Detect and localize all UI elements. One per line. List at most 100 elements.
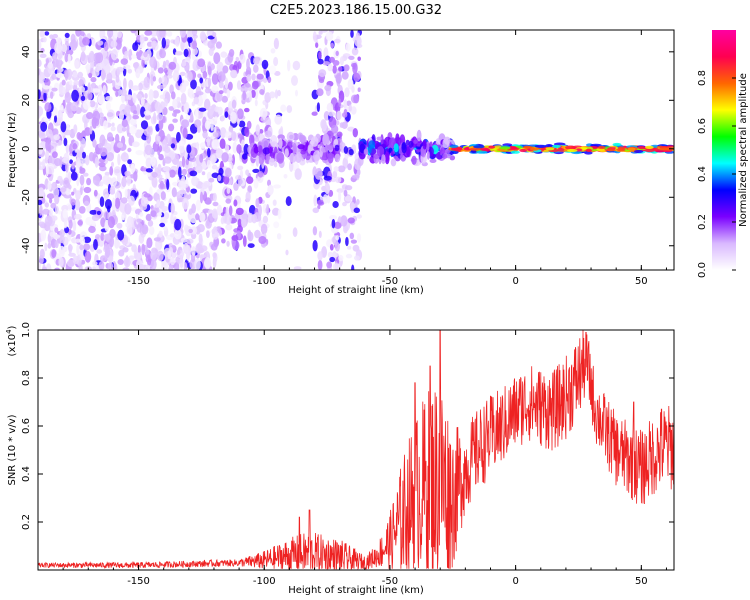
spectrogram-cell	[117, 229, 125, 241]
spectrogram-cell	[161, 76, 165, 83]
spectrogram-cell	[195, 213, 200, 221]
spectrogram-cell	[44, 31, 50, 36]
spectrogram-cell	[191, 30, 198, 37]
spectrogram-cell	[171, 187, 177, 198]
spectrogram-cell	[103, 41, 109, 52]
spectrogram-cell	[38, 199, 43, 206]
spectrogram-cell	[199, 142, 206, 149]
spectrogram-cell	[39, 53, 47, 58]
spectrogram-cell	[343, 64, 350, 72]
spectrogram-cell	[318, 30, 323, 35]
spectrogram-cell	[150, 250, 158, 261]
spectrogram-cell	[49, 197, 53, 204]
spectrogram-cell	[56, 37, 62, 44]
spectrogram-cell	[223, 213, 227, 224]
spectrogram-cell	[211, 208, 218, 219]
spectrogram-cell	[115, 39, 122, 50]
spectrogram-cell	[158, 30, 166, 38]
spectrogram-cell	[58, 210, 61, 215]
spectrogram-cell	[323, 175, 332, 181]
spectrogram-cell	[75, 157, 81, 168]
spectrogram-cell	[145, 168, 153, 173]
spectrogram-cell	[195, 199, 201, 211]
spectrogram-cell	[163, 226, 168, 231]
spectrogram-cell	[159, 49, 167, 59]
spectrogram-cell	[99, 147, 108, 157]
spectrogram-cell	[127, 147, 132, 153]
spectrogram-cell	[57, 175, 63, 182]
spectrogram-cell	[91, 38, 96, 47]
spectrogram-cell	[91, 214, 100, 222]
spectrogram-cell	[262, 77, 268, 83]
spectrogram-cell	[292, 142, 297, 155]
spectrogram-cell	[442, 153, 448, 159]
spectrogram-cell	[356, 233, 362, 243]
snr-scale-close: )	[7, 325, 18, 329]
spectrogram-cell	[145, 213, 152, 221]
spectrogram-cell	[634, 149, 644, 154]
spectrogram-cell	[179, 71, 186, 77]
spectrogram-cell	[267, 184, 274, 196]
spectrogram-cell	[65, 143, 70, 154]
spectrogram-cell	[79, 132, 87, 137]
spectrogram-cell	[47, 181, 52, 191]
spectrogram-cell	[141, 243, 146, 256]
spectrogram-y-tick-label: 0	[21, 146, 32, 152]
snr-plot-area	[38, 330, 674, 570]
spectrogram-cell	[252, 168, 260, 173]
spectrogram-cell	[169, 233, 176, 238]
spectrogram-cell	[77, 71, 84, 79]
spectrogram-cell	[273, 37, 279, 50]
spectrogram-cell	[237, 175, 242, 187]
spectrogram-cell	[158, 153, 164, 161]
spectrogram-cell	[215, 148, 224, 159]
spectrogram-cell	[293, 266, 302, 270]
spectrogram-cell	[104, 211, 109, 220]
spectrogram-cell	[249, 204, 256, 216]
spectrogram-cell	[235, 56, 239, 62]
spectrogram-cell	[510, 150, 520, 154]
spectrogram-cell	[179, 30, 187, 38]
spectrogram-cell	[92, 110, 101, 123]
spectrogram-cell	[230, 111, 237, 123]
spectrogram-cell	[64, 52, 69, 63]
spectrogram-cell	[187, 88, 194, 94]
spectrogram-cell	[333, 138, 339, 145]
spectrogram-cell	[190, 79, 197, 90]
spectrogram-cell	[188, 247, 192, 256]
spectrogram-cell	[176, 131, 181, 143]
spectrogram-cell	[238, 120, 246, 128]
spectrogram-cell	[416, 129, 422, 142]
spectrogram-cell	[49, 34, 54, 39]
spectrogram-cell	[225, 198, 232, 204]
spectrogram-cell	[148, 89, 154, 101]
spectrogram-cell	[334, 144, 340, 152]
spectrogram-cell	[317, 58, 324, 65]
snr-y-tick-label: 1.0	[21, 322, 32, 338]
spectrogram-y-ticks: -40 -20 0 20 40	[21, 45, 674, 254]
spectrogram-cell	[307, 144, 312, 154]
spectrogram-cell	[107, 255, 114, 263]
spectrogram-cell	[86, 63, 91, 74]
spectrogram-cell	[241, 219, 247, 228]
spectrogram-cell	[246, 120, 252, 130]
spectrogram-cell	[285, 196, 292, 207]
spectrogram-cell	[129, 118, 137, 126]
spectrogram-cell	[144, 30, 153, 36]
figure-title: C2E5.2023.186.15.00.G32	[270, 3, 442, 18]
spectrogram-cell	[331, 124, 339, 134]
spectrogram-cell	[168, 106, 175, 111]
spectrogram-cell	[183, 48, 189, 58]
spectrogram-cell	[342, 157, 349, 169]
spectrogram-cell	[83, 172, 89, 177]
spectrogram-cell	[553, 142, 566, 146]
snr-x-tick-label: -50	[382, 576, 398, 587]
spectrogram-cell	[122, 64, 131, 70]
spectrogram-cell	[191, 203, 197, 214]
spectrogram-cell	[212, 31, 217, 38]
spectrogram-cell	[343, 146, 349, 154]
spectrogram-cell	[51, 249, 57, 258]
spectrogram-cell	[79, 151, 83, 161]
spectrogram-cell	[443, 149, 451, 154]
spectrogram-cell	[181, 61, 187, 67]
